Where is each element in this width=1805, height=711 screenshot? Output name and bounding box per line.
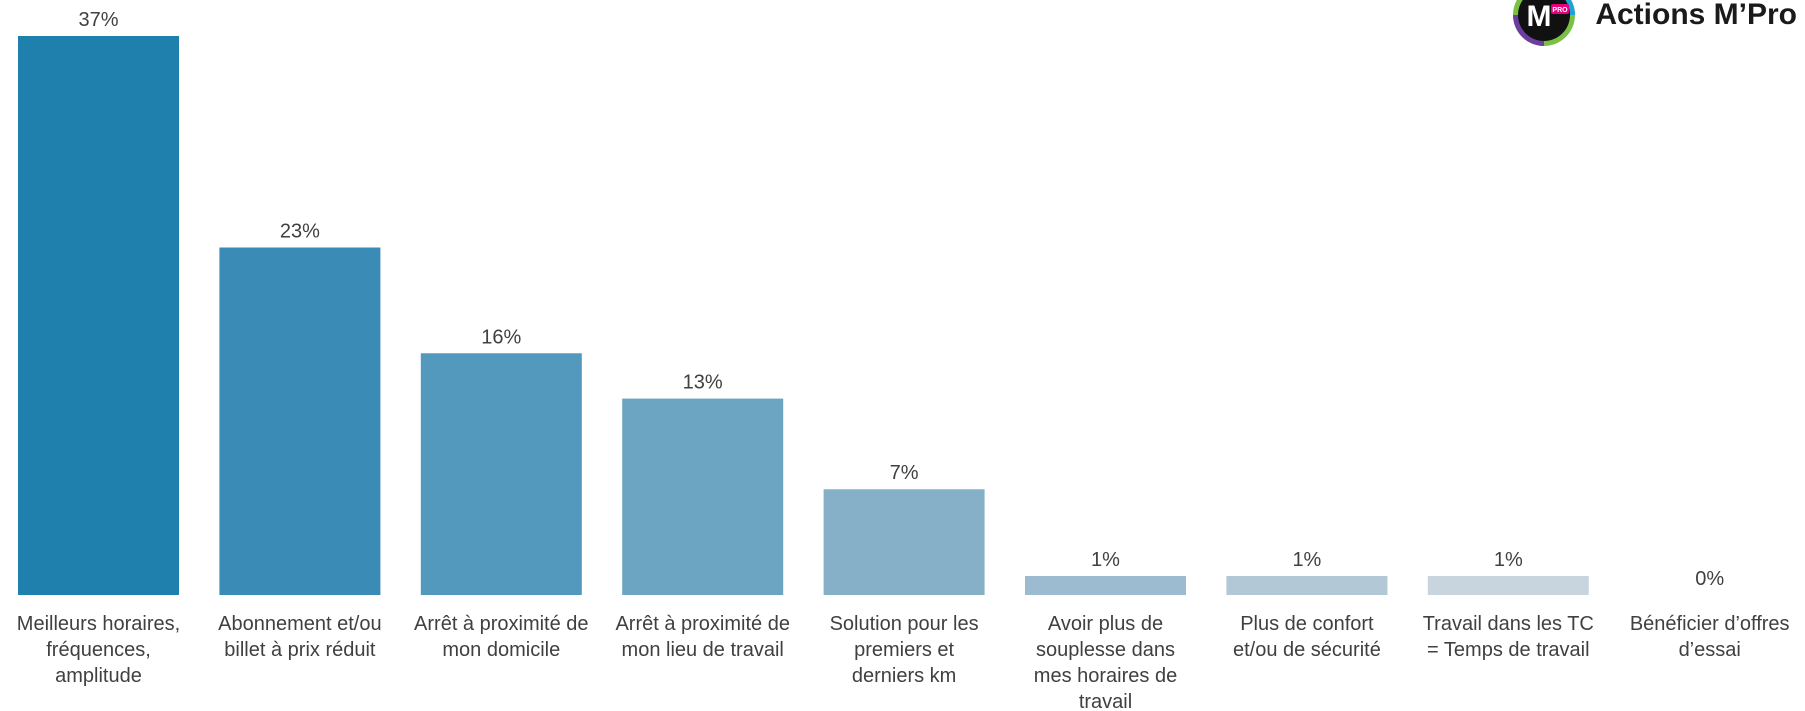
- value-label-6: 1%: [1292, 549, 1321, 571]
- bars-group: [18, 36, 1589, 595]
- value-label-2: 16%: [481, 326, 521, 348]
- category-label-1: Abonnement et/ou billet à prix réduit: [218, 613, 381, 661]
- category-labels-group: Meilleurs horaires, fréquences, amplitude A…: [17, 613, 1790, 711]
- category-label-line: billet à prix réduit: [224, 639, 376, 661]
- category-label-line: amplitude: [55, 665, 142, 687]
- category-label-line: travail: [1079, 691, 1132, 711]
- category-label-2: Arrêt à proximité de mon domicile: [414, 613, 589, 661]
- category-label-line: Bénéficier d’offres: [1630, 613, 1790, 635]
- category-label-line: mon domicile: [442, 639, 560, 661]
- category-label-line: et/ou de sécurité: [1233, 639, 1381, 661]
- brand-name: Actions M’Pro: [1595, 0, 1797, 31]
- category-label-line: Avoir plus de: [1048, 613, 1163, 635]
- category-label-6: Plus de confort et/ou de sécurité: [1233, 613, 1381, 661]
- category-label-line: Solution pour les: [830, 613, 979, 635]
- category-label-line: mes horaires de: [1034, 665, 1177, 687]
- category-label-3: Arrêt à proximité de mon lieu de travail: [615, 613, 790, 661]
- category-label-line: Travail dans les TC: [1423, 613, 1594, 635]
- bar-3: [622, 398, 784, 595]
- bar-0: [18, 36, 179, 595]
- category-label-5: Avoir plus de souplesse dans mes horaires …: [1034, 613, 1177, 711]
- category-label-line: Plus de confort: [1240, 613, 1374, 635]
- value-label-3: 13%: [683, 372, 723, 394]
- category-label-line: Meilleurs horaires,: [17, 613, 180, 635]
- value-label-0: 37%: [78, 9, 118, 31]
- category-label-4: Solution pour les premiers et derniers km: [830, 613, 979, 687]
- category-label-line: fréquences,: [46, 639, 151, 661]
- category-label-line: mon lieu de travail: [622, 639, 784, 661]
- bar-7: [1427, 576, 1589, 595]
- value-labels-group: 37% 23% 16% 13% 7% 1% 1% 1% 0%: [78, 9, 1724, 590]
- logo-badge: PRO: [1553, 7, 1569, 14]
- category-label-0: Meilleurs horaires, fréquences, amplitude: [17, 613, 180, 687]
- category-label-line: souplesse dans: [1036, 639, 1175, 661]
- category-label-line: premiers et: [854, 639, 954, 661]
- value-label-4: 7%: [890, 462, 919, 484]
- category-label-line: = Temps de travail: [1427, 639, 1590, 661]
- value-label-8: 0%: [1695, 568, 1724, 590]
- category-label-line: Arrêt à proximité de: [414, 613, 589, 635]
- category-label-line: derniers km: [852, 665, 956, 687]
- m-pro-logo-icon: M PRO: [1513, 0, 1576, 46]
- category-label-7: Travail dans les TC = Temps de travail: [1423, 613, 1594, 661]
- bar-5: [1025, 576, 1186, 595]
- value-label-7: 1%: [1494, 549, 1523, 571]
- category-label-line: Abonnement et/ou: [218, 613, 381, 635]
- bar-6: [1226, 576, 1388, 595]
- value-label-5: 1%: [1091, 549, 1120, 571]
- category-label-line: d’essai: [1679, 639, 1741, 661]
- bar-2: [420, 353, 582, 595]
- category-label-8: Bénéficier d’offres d’essai: [1630, 613, 1790, 661]
- bar-4: [823, 489, 985, 595]
- logo-letter: M: [1527, 0, 1552, 33]
- category-label-line: Arrêt à proximité de: [615, 613, 790, 635]
- bar-1: [219, 247, 381, 595]
- brand: M PRO Actions M’Pro: [1505, 0, 1797, 48]
- value-label-1: 23%: [280, 221, 320, 243]
